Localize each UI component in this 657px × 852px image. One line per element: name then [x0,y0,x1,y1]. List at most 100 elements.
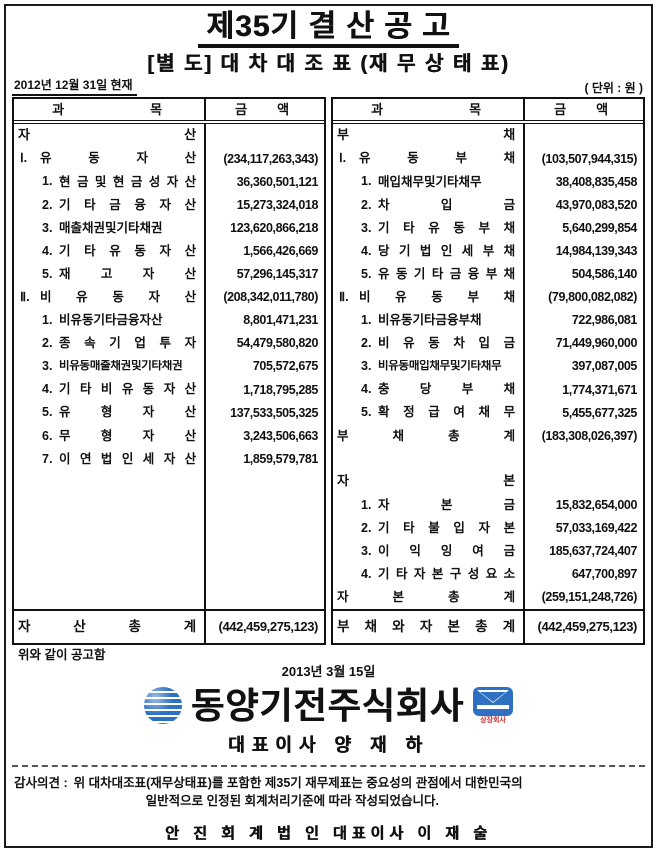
amount-value: 57,033,169,422 [555,521,638,536]
account-label: 기 타 유 동 자 산 [59,243,197,258]
amount-cell: 1,859,579,781 [206,447,324,470]
account-cell: 자 산 [14,124,207,148]
account-cell: Ⅰ. 유 동 부 채 [333,147,526,171]
account-cell: 1. 현 금 및 현 금 성 자 산 [14,170,207,194]
account-cell: Ⅰ. 유 동 자 산 [14,147,207,171]
row-number: 4. [42,382,53,397]
amount-value: 15,832,654,000 [555,498,638,513]
amount-value: 137,533,505,325 [230,405,318,420]
amount-cell: 54,479,580,820 [206,332,324,355]
audit-opinion-line1: 위 대차대조표(재무상태표)를 포함한 제35기 재무제표는 중요성의 관점에서… [73,775,523,790]
audit-opinion-label: 감사의견 : [14,775,68,790]
announcement-date: 2013년 3월 15일 [281,663,376,679]
amount-value: 5,640,299,854 [562,220,637,235]
account-cell: 4. 당 기 법 인 세 부 채 [333,239,526,263]
account-cell: 7. 이 연 법 인 세 자 산 [14,447,207,471]
audit-opinion: 감사의견 : 위 대차대조표(재무상태표)를 포함한 제35기 재무제표는 중요… [12,774,645,810]
row-number: 5. [361,405,372,420]
account-row: 3. 비유동매입채무및기타채무 397,087,005 [333,354,643,379]
account-cell: 3. 비유동매출채권및기타채권 [14,354,207,379]
announcement-notice: 위와 같이 공고함 [18,647,106,662]
account-label: 유 형 자 산 [59,405,197,420]
amount-value: 1,859,579,781 [243,451,318,466]
amount-value: 14,984,139,343 [555,244,638,259]
amount-cell: (183,308,026,397) [525,424,643,447]
company-signature-row: 동양기전주식회사 상장회사 [12,685,645,726]
account-row: 1. 현 금 및 현 금 성 자 산 36,360,501,121 [14,170,324,194]
row-number: 7. [42,451,53,466]
page-title: 제35기 결 산 공 고 [198,11,459,48]
amount-cell: 14,984,139,343 [525,239,643,262]
account-row: 5. 유 형 자 산 137,533,505,325 [14,401,324,425]
account-cell: 4. 기 타 유 동 자 산 [14,239,207,263]
account-row: 부 채 [333,124,643,148]
account-row: 2. 기 타 금 융 자 산 15,273,324,018 [14,193,324,217]
account-cell: Ⅱ. 비 유 동 자 산 [14,285,207,309]
account-row: 1. 비유동기타금융자산 8,801,471,231 [14,308,324,332]
account-row: 1. 매입채무및기타채무 38,408,835,458 [333,170,643,194]
amount-header-cell: 금 액 [206,99,324,120]
amount-cell [206,124,324,147]
amount-cell: (79,800,082,082) [525,286,643,309]
amount-value: 705,572,675 [252,359,319,374]
account-row: 자 본 총 계 (259,151,248,726) [333,585,643,609]
amount-header-label: 금 액 [235,102,290,117]
envelope-badge-icon [472,687,513,717]
account-label: 차 입 금 [378,197,516,212]
account-row: 6. 무 형 자 산 3,243,506,663 [14,424,324,448]
row-number: 1. [361,497,372,512]
total-label: 자 산 총 계 [18,619,197,635]
amount-value: 123,620,866,218 [230,220,318,235]
row-number: 2. [42,197,53,212]
account-cell: 5. 유 형 자 산 [14,401,207,425]
account-row: 2. 기 타 불 입 자 본 57,033,169,422 [333,516,643,540]
amount-cell: 36,360,501,121 [206,170,324,193]
amount-header-cell: 금 액 [525,99,643,120]
amount-value: (183,308,026,397) [541,428,638,443]
account-label: 비유동기타금융부채 [378,313,482,328]
account-row: Ⅱ. 비 유 동 자 산 (208,342,011,780) [14,285,324,309]
row-number: 2. [361,336,372,351]
account-label: 당 기 법 인 세 부 채 [378,243,516,258]
row-number: 2. [361,197,372,212]
row-number: 1. [361,174,372,189]
account-cell: 1. 매입채무및기타채무 [333,170,526,194]
account-label: 매출채권및기타채권 [59,220,163,235]
account-row: 4. 충 당 부 채 1,774,371,671 [333,378,643,402]
amount-cell: 8,801,471,231 [206,309,324,332]
amount-value: 38,408,835,458 [555,174,638,189]
account-row: 자 본 [333,470,643,494]
table-body: 부 채 Ⅰ. 유 동 부 채 (103,507,944,315) 1. 매입채무및기타채무… [333,124,643,609]
row-number: 3. [42,359,53,374]
total-row: 부 채 와 자 본 총 계 (442,459,275,123) [333,608,643,643]
account-cell: 1. 비유동기타금융부채 [333,308,526,332]
row-number: 4. [361,567,372,582]
account-row: 3. 비유동매출채권및기타채권 705,572,675 [14,354,324,379]
amount-cell: 71,449,960,000 [525,332,643,355]
account-row: 1. 자 본 금 15,832,654,000 [333,493,643,517]
account-row: 2. 비 유 동 차 입 금 71,449,960,000 [333,331,643,355]
row-number: Ⅰ. [20,151,28,166]
filler-account-cell [14,470,207,609]
amount-value: 54,479,580,820 [236,336,319,351]
account-cell: 2. 기 타 금 융 자 산 [14,193,207,217]
account-row: 5. 유 동 기 타 금 융 부 채 504,586,140 [333,262,643,286]
account-label: 기 타 유 동 부 채 [378,220,516,235]
row-number: 3. [361,359,372,374]
account-label: 충 당 부 채 [378,382,516,397]
row-number: 4. [42,243,53,258]
amount-value: 185,637,724,407 [549,544,637,559]
account-header-label: 과 목 [371,102,482,117]
row-number: 2. [42,336,53,351]
listed-company-badge: 상장회사 [472,687,513,724]
row-number: 5. [42,266,53,281]
amount-cell: 1,718,795,285 [206,378,324,401]
account-label: 유 동 기 타 금 융 부 채 [378,266,516,281]
amount-value: (79,800,082,082) [548,290,637,305]
account-label: 자 본 금 [378,497,516,512]
amount-cell: 504,586,140 [525,263,643,286]
account-row: 5. 확 정 급 여 채 무 5,455,677,325 [333,401,643,425]
table-body: 자 산 Ⅰ. 유 동 자 산 (234,117,263,343) 1. 현 금 및 현 금… [14,124,324,609]
